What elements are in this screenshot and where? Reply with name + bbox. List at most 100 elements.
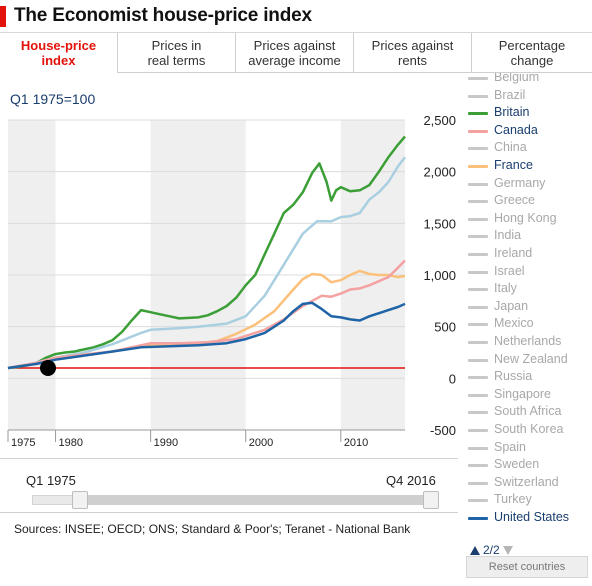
legend-item-greece[interactable]: Greece [468,192,592,210]
legend-swatch [468,147,488,151]
legend-item-south-africa[interactable]: South Africa [468,403,592,421]
tab-real-terms[interactable]: Prices in real terms [118,33,236,73]
legend-swatch [468,112,488,116]
legend-label: Turkey [494,492,532,507]
legend-swatch [468,94,488,98]
legend-item-sweden[interactable]: Sweden [468,456,592,474]
legend-item-south-korea[interactable]: South Korea [468,421,592,439]
legend-pager: 2/2 [470,543,513,557]
legend-item-canada[interactable]: Canada [468,122,592,140]
legend-swatch [468,411,488,415]
legend-swatch [468,323,488,327]
legend-item-switzerland[interactable]: Switzerland [468,474,592,492]
y-tick-label: 0 [449,371,456,386]
tab-percentage-change[interactable]: Percentage change [498,38,566,68]
reset-countries-button[interactable]: Reset countries [466,556,588,578]
slider-end-handle[interactable] [423,491,439,509]
legend-swatch [468,429,488,432]
legend-item-israel[interactable]: Israel [468,263,592,281]
legend-swatch [468,288,488,292]
legend-swatch [468,129,488,133]
legend-label: China [494,140,527,155]
line-chart: 2,500 2,000 1,500 1,000 500 0 -500 1975 1980 1990… [7,113,456,449]
sources-text: Sources: INSEE; OECD; ONS; Standard & Po… [14,522,411,536]
y-tick-label: 1,000 [423,268,456,283]
legend-label: Italy [494,281,517,296]
header: The Economist house-price index [0,0,592,33]
legend-swatch [468,517,488,520]
legend-label: Netherlands [494,334,562,348]
legend-item-china[interactable]: China [468,139,592,157]
legend-item-france[interactable]: France [468,157,592,175]
slider-selected-range[interactable] [80,495,424,505]
legend-item-hong-kong[interactable]: Hong Kong [468,210,592,228]
legend-swatch [468,305,488,309]
legend-item-russia[interactable]: Russia [468,368,592,386]
tab-rents[interactable]: Prices against rents [354,33,472,73]
legend-label: Belgium [494,73,540,84]
legend-swatch [468,393,488,397]
slider-end-label: Q4 2016 [386,473,436,488]
y-tick-label: 2,000 [423,165,456,180]
legend-label: Greece [494,193,535,208]
y-tick-label: 2,500 [423,113,456,128]
legend-item-japan[interactable]: Japan [468,298,592,316]
legend-swatch [468,200,488,204]
legend-label: France [494,158,533,172]
tab-house-price-index[interactable]: House-price index [0,33,118,73]
legend-swatch [468,217,488,221]
start-point-marker [40,360,56,376]
x-tick-label: 1975 [11,437,35,449]
legend-item-germany[interactable]: Germany [468,175,592,193]
legend-label: South Korea [494,422,564,436]
page-title: The Economist house-price index [14,5,312,26]
legend-label: Germany [494,175,546,190]
date-range-slider: Q1 1975 Q4 2016 [0,458,458,518]
legend-item-india[interactable]: India [468,227,592,245]
brand-red-bar [0,6,6,27]
country-legend: Belgium Brazil Britain Canada China France Ger… [468,73,592,533]
legend-item-united-states[interactable]: United States [468,509,592,527]
legend-label: Spain [494,439,526,454]
legend-item-turkey[interactable]: Turkey [468,491,592,509]
legend-swatch [468,341,488,344]
x-tick-label: 1980 [59,437,83,449]
legend-item-singapore[interactable]: Singapore [468,386,592,404]
legend-item-britain[interactable]: Britain [468,104,592,122]
slider-start-handle[interactable] [72,491,88,509]
legend-item-mexico[interactable]: Mexico [468,315,592,333]
legend-label: Britain [494,105,530,120]
slider-start-label: Q1 1975 [26,473,76,488]
page-up-icon[interactable] [470,546,480,555]
tab-bar: House-price index Prices in real terms Pri… [0,33,592,73]
legend-label: Ireland [494,246,533,260]
legend-item-netherlands[interactable]: Netherlands [468,333,592,351]
legend-item-new-zealand[interactable]: New Zealand [468,351,592,369]
series-line-series-1 [7,156,406,370]
legend-label: Switzerland [494,474,559,489]
legend-swatch [468,182,488,186]
legend-swatch [468,253,488,256]
legend-label: Singapore [494,386,551,401]
legend-label: South Africa [494,404,562,419]
legend-swatch [468,358,488,362]
legend-swatch [468,165,488,168]
legend-label: Japan [494,298,529,313]
legend-swatch [468,235,488,239]
pager-label: 2/2 [483,543,500,557]
legend-label: New Zealand [494,351,568,366]
legend-label: Brazil [494,87,526,102]
legend-item-spain[interactable]: Spain [468,439,592,457]
legend-item-belgium[interactable]: Belgium [468,73,592,87]
legend-item-brazil[interactable]: Brazil [468,87,592,105]
legend-swatch [468,499,488,503]
tab-average-income[interactable]: Prices against average income [236,33,354,73]
legend-item-ireland[interactable]: Ireland [468,245,592,263]
legend-label: Sweden [494,457,540,472]
y-tick-label: 500 [434,320,456,335]
page-down-icon[interactable] [502,546,513,555]
legend-swatch [468,376,488,380]
legend-swatch [468,270,488,274]
legend-swatch [468,446,488,450]
legend-item-italy[interactable]: Italy [468,280,592,298]
